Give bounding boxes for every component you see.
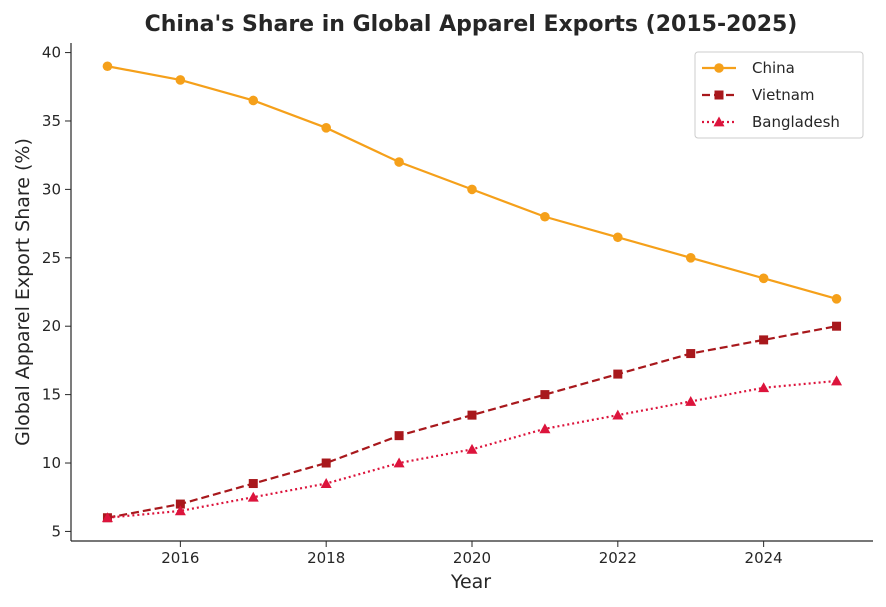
data-point-vietnam [759, 335, 769, 345]
data-point-china [831, 294, 842, 304]
data-point-vietnam [540, 390, 550, 400]
legend-marker-bangladesh [713, 116, 725, 127]
data-point-bangladesh [247, 491, 259, 502]
data-point-vietnam [248, 479, 258, 489]
data-point-bangladesh [174, 505, 186, 516]
data-point-bangladesh [101, 512, 113, 523]
y-tick-label: 35 [42, 112, 61, 130]
legend-label-vietnam: Vietnam [752, 86, 815, 104]
y-tick-label: 30 [42, 180, 61, 198]
data-point-china [613, 232, 623, 243]
x-tick-label: 2022 [599, 549, 637, 567]
data-point-bangladesh [466, 443, 478, 454]
data-point-china [102, 61, 113, 72]
data-point-vietnam [467, 410, 477, 420]
legend-item-vietnam: Vietnam [702, 86, 815, 104]
data-point-vietnam [321, 458, 331, 468]
data-point-vietnam [175, 499, 185, 509]
y-axis-label: Global Apparel Export Share (%) [12, 138, 34, 446]
y-tick-label: 10 [42, 454, 61, 472]
y-tick-label: 5 [51, 522, 61, 540]
x-tick-label: 2018 [307, 549, 345, 567]
data-point-china [321, 123, 331, 133]
data-point-china [685, 252, 696, 263]
x-tick-label: 2024 [745, 549, 783, 567]
data-point-bangladesh [320, 478, 332, 488]
legend-label-china: China [752, 59, 795, 77]
legend-marker-vietnam [714, 90, 724, 100]
data-point-bangladesh [685, 395, 697, 406]
data-point-vietnam [686, 349, 696, 359]
y-tick-label: 40 [42, 44, 61, 62]
data-point-china [758, 273, 769, 284]
legend-item-bangladesh: Bangladesh [702, 113, 840, 131]
legend-label-bangladesh: Bangladesh [752, 113, 840, 131]
x-tick-label: 2020 [453, 549, 491, 567]
legend-item-china: China [702, 59, 795, 77]
data-point-china [175, 75, 186, 85]
data-point-china [394, 157, 404, 167]
series-line-vietnam [107, 325, 837, 519]
data-point-china [540, 211, 550, 222]
data-point-bangladesh [539, 423, 551, 434]
data-point-china [467, 184, 477, 195]
x-tick-label: 2016 [161, 549, 199, 567]
plot-area: 2016 2018 2020 2022 2024 5 10 15 20 25 30 35 40 [42, 43, 873, 567]
y-tick-label: 15 [42, 386, 61, 404]
y-tick-label: 25 [42, 249, 61, 267]
data-point-china [248, 95, 259, 106]
data-point-bangladesh [393, 457, 405, 468]
series-vietnam [102, 321, 842, 523]
data-point-bangladesh [612, 409, 624, 420]
series-bangladesh [101, 375, 843, 523]
legend: China Vietnam Bangladesh [694, 51, 864, 139]
legend-box [694, 51, 864, 139]
data-point-vietnam [394, 431, 404, 441]
chart-title: China's Share in Global Apparel Exports … [145, 12, 798, 37]
series-china [102, 61, 842, 304]
y-tick-label: 20 [42, 317, 61, 335]
data-point-vietnam [832, 321, 842, 331]
data-point-bangladesh [758, 382, 770, 393]
legend-marker-china [714, 63, 724, 73]
data-point-bangladesh [831, 375, 843, 386]
data-point-vietnam [613, 369, 623, 379]
x-axis-label: Year [450, 571, 491, 593]
